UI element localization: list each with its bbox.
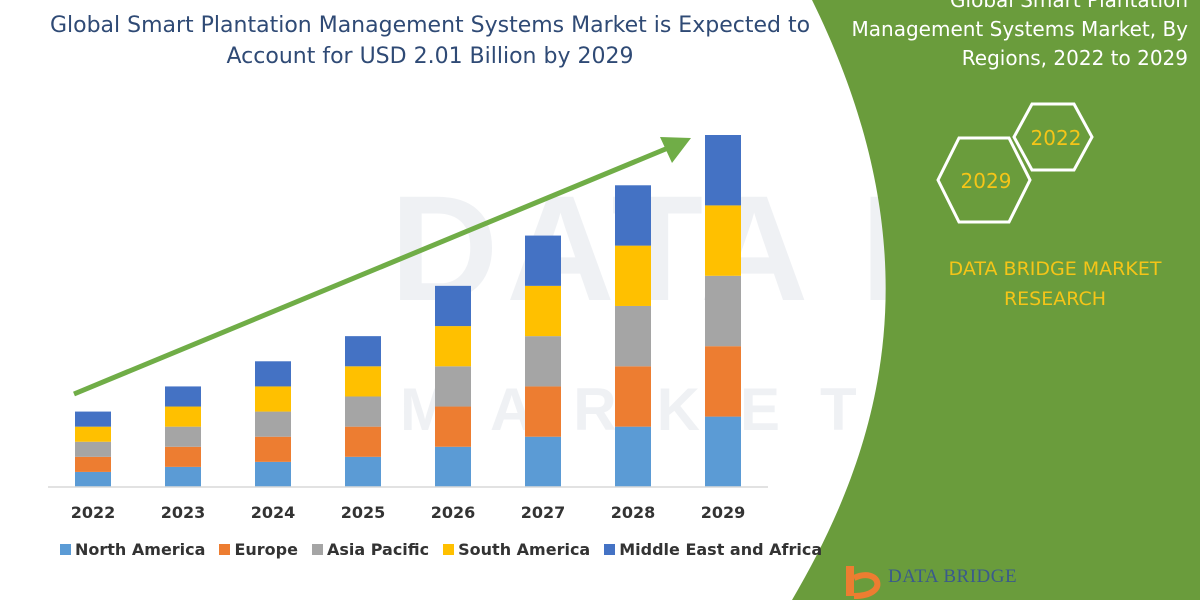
- legend-label: Europe: [234, 540, 298, 559]
- legend-item-south-america: South America: [443, 540, 590, 559]
- bar-segment-north-america-2023: [165, 466, 201, 487]
- bar-segment-middle-east-and-africa-2027: [525, 235, 561, 286]
- chart-legend: North America Europe Asia Pacific South Ame…: [60, 540, 822, 559]
- legend-item-middle-east-and-africa: Middle East and Africa: [604, 540, 822, 559]
- bar-segment-north-america-2024: [255, 461, 291, 487]
- bar-segment-asia-pacific-2026: [435, 366, 471, 407]
- bar-segment-europe-2025: [345, 426, 381, 457]
- x-tick-label-2024: 2024: [250, 503, 296, 522]
- bar-segment-asia-pacific-2024: [255, 411, 291, 437]
- bar-segment-south-america-2024: [255, 386, 291, 412]
- legend-label: North America: [75, 540, 206, 559]
- bar-segment-europe-2028: [615, 366, 651, 427]
- bar-segment-middle-east-and-africa-2029: [705, 135, 741, 206]
- bar-segment-asia-pacific-2029: [705, 275, 741, 347]
- bar-segment-south-america-2022: [75, 426, 111, 442]
- legend-swatch: [60, 544, 71, 555]
- bar-segment-europe-2022: [75, 456, 111, 472]
- bar-segment-south-america-2028: [615, 245, 651, 306]
- bar-segment-north-america-2027: [525, 436, 561, 487]
- bar-segment-europe-2023: [165, 446, 201, 467]
- x-tick-label-2027: 2027: [520, 503, 566, 522]
- legend-item-europe: Europe: [219, 540, 298, 559]
- bar-segment-europe-2024: [255, 436, 291, 462]
- bar-segment-asia-pacific-2022: [75, 441, 111, 457]
- legend-label: Middle East and Africa: [619, 540, 823, 559]
- legend-item-asia-pacific: Asia Pacific: [311, 540, 430, 559]
- chart-title: Global Smart Plantation Management Syste…: [49, 13, 811, 69]
- bar-chart: [75, 135, 741, 487]
- legend-label: Asia Pacific: [326, 540, 430, 559]
- legend-swatch: [604, 544, 616, 555]
- hex-label-2029: 2029: [961, 169, 1012, 193]
- bar-segment-south-america-2023: [165, 406, 201, 427]
- bar-segment-middle-east-and-africa-2023: [165, 386, 201, 407]
- x-tick-label-2026: 2026: [430, 503, 476, 522]
- hex-label-2022: 2022: [1031, 126, 1082, 150]
- x-tick-label-2028: 2028: [610, 503, 656, 522]
- bar-segment-asia-pacific-2027: [525, 336, 561, 387]
- bar-segment-asia-pacific-2023: [165, 426, 201, 447]
- bar-segment-north-america-2025: [345, 456, 381, 487]
- bar-segment-south-america-2026: [435, 326, 471, 367]
- bar-segment-north-america-2026: [435, 446, 471, 487]
- bar-segment-middle-east-and-africa-2022: [75, 411, 111, 427]
- green-side-panel: [792, 0, 1200, 600]
- bar-segment-middle-east-and-africa-2028: [615, 185, 651, 246]
- hexagon-2022: [1012, 102, 1094, 172]
- bar-segment-europe-2029: [705, 346, 741, 417]
- bar-segment-south-america-2025: [345, 366, 381, 397]
- x-tick-label-2022: 2022: [70, 503, 116, 522]
- bar-segment-north-america-2028: [615, 426, 651, 487]
- bar-segment-south-america-2027: [525, 285, 561, 337]
- brand-text: DATA BRIDGE MARKET RESEARCH: [948, 258, 1162, 310]
- bar-segment-europe-2027: [525, 386, 561, 437]
- bar-segment-europe-2026: [435, 406, 471, 447]
- bar-segment-asia-pacific-2028: [615, 305, 651, 367]
- bar-segment-middle-east-and-africa-2025: [345, 336, 381, 367]
- bar-segment-asia-pacific-2025: [345, 396, 381, 427]
- logo-text: DATA BRIDGE: [888, 566, 1018, 587]
- x-tick-label-2025: 2025: [340, 503, 386, 522]
- legend-swatch: [311, 544, 323, 555]
- logo-mark: [846, 566, 881, 599]
- legend-swatch: [443, 544, 455, 555]
- panel-title: Global Smart Plantation Management Syste…: [851, 0, 1188, 70]
- bar-segment-north-america-2029: [705, 416, 741, 487]
- hexagon-2029: [936, 136, 1032, 224]
- bar-segment-south-america-2029: [705, 205, 741, 276]
- bar-segment-north-america-2022: [75, 471, 111, 487]
- trend-arrow: [73, 137, 691, 397]
- legend-label: South America: [458, 540, 591, 559]
- bar-segment-middle-east-and-africa-2024: [255, 361, 291, 387]
- x-tick-label-2029: 2029: [700, 503, 746, 522]
- x-tick-label-2023: 2023: [160, 503, 206, 522]
- bar-segment-middle-east-and-africa-2026: [435, 285, 471, 327]
- legend-swatch: [219, 544, 231, 555]
- legend-item-north-america: North America: [60, 540, 205, 559]
